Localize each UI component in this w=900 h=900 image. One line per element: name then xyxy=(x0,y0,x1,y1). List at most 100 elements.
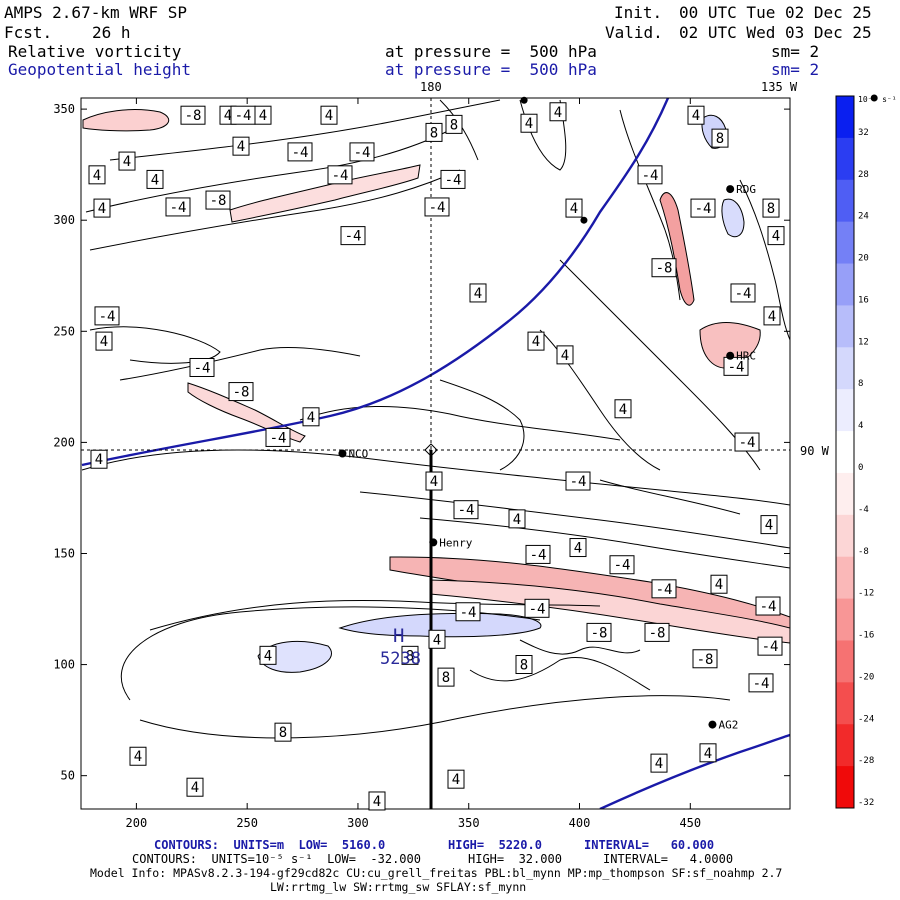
negative-vorticity-band xyxy=(699,322,761,369)
contour-label-value: 8 xyxy=(430,125,438,141)
reference-lines xyxy=(81,98,790,809)
contour-label-value: 4 xyxy=(561,348,569,364)
contour-label-value: -8 xyxy=(233,385,250,401)
vorticity-contour-line xyxy=(109,99,501,161)
vorticity-shading xyxy=(82,109,790,673)
colorbar-swatch xyxy=(836,221,854,265)
contour-label: 4 xyxy=(767,226,785,246)
contour-label-box xyxy=(93,198,111,218)
colorbar-swatch xyxy=(836,682,854,725)
contour-label-value: 8 xyxy=(767,201,775,217)
contour-label-value: -4 xyxy=(762,639,779,655)
colorbar-swatch xyxy=(836,472,854,516)
x-axis: 200 250 300 350 400 450 xyxy=(126,98,701,830)
vorticity-contour-line xyxy=(81,449,790,506)
x-tick-label: 250 xyxy=(236,816,258,830)
colorbar-tick-label: 0 xyxy=(858,463,863,473)
contour-label-box xyxy=(424,197,450,217)
colorbar-swatch xyxy=(836,640,854,683)
negative-vorticity-band xyxy=(659,192,695,306)
contour-label-box xyxy=(760,515,778,535)
contour-label-box xyxy=(524,598,550,618)
contour-label: -4 xyxy=(524,598,550,618)
contour-label: 8 xyxy=(401,645,419,665)
contour-label: 8 xyxy=(445,114,463,134)
contour-label-box xyxy=(118,151,136,171)
colorbar-tick-label: 16 xyxy=(858,295,869,305)
contour-label: 4 xyxy=(520,113,538,133)
contour-label: 4 xyxy=(129,746,147,766)
contour-label-value: 4 xyxy=(619,402,627,418)
colorbar-tick-label: 8 xyxy=(858,379,863,389)
contour-label-box xyxy=(455,602,481,622)
contour-label-value: -8 xyxy=(185,108,202,124)
contour-label-box xyxy=(401,645,419,665)
footer-physics-info: LW:rrtmg_lw SW:rrtmg_sw SFLAY:sf_mynn xyxy=(270,880,527,894)
contour-label-value: 4 xyxy=(98,201,106,217)
contour-label-box xyxy=(508,509,526,529)
contour-label-box xyxy=(525,544,551,564)
colorbar-tick-label: -16 xyxy=(858,631,874,641)
contour-label-box xyxy=(205,190,231,210)
contour-label-box xyxy=(287,142,313,162)
contour-label-box xyxy=(259,645,277,665)
colorbar-swatch xyxy=(836,724,854,767)
contour-label: -4 xyxy=(94,306,120,326)
contour-label-box xyxy=(425,122,443,142)
contour-label-value: 4 xyxy=(574,541,582,557)
vorticity-contour-line xyxy=(519,639,641,655)
contour-label-value: 8 xyxy=(716,131,724,147)
contour-label-value: -4 xyxy=(354,145,371,161)
contour-label: 4 xyxy=(254,105,272,125)
contour-label: -8 xyxy=(692,649,718,669)
contour-label: 4 xyxy=(549,102,567,122)
contour-label: -8 xyxy=(180,105,206,125)
fcst-value: 26 h xyxy=(92,23,131,42)
x-tick-label: 400 xyxy=(569,816,591,830)
contour-label: 4 xyxy=(118,151,136,171)
contour-label-value: 4 xyxy=(768,309,776,325)
contour-label-box xyxy=(651,579,677,599)
contour-label-box xyxy=(644,622,670,642)
contour-label-value: 4 xyxy=(433,632,441,648)
contour-label: 4 xyxy=(88,165,106,185)
contour-label-box xyxy=(265,427,291,447)
x-tick-label: 200 xyxy=(126,816,148,830)
footer-model-info: Model Info: MPASv8.2.3-194-gf29cd82c CU:… xyxy=(90,866,783,880)
colorbar-swatch xyxy=(836,179,854,223)
fcst-label: Fcst. xyxy=(4,23,53,42)
contour-label-box xyxy=(748,673,774,693)
y-tick-label: 150 xyxy=(53,546,75,560)
contour-label: 4 xyxy=(186,777,204,797)
contour-label-box xyxy=(129,746,147,766)
contour-label-box xyxy=(710,574,728,594)
contour-label-box xyxy=(186,777,204,797)
contour-label-box xyxy=(349,142,375,162)
contour-label-box xyxy=(95,331,113,351)
contour-label: 4 xyxy=(763,306,781,326)
contour-label: 4 xyxy=(93,198,111,218)
contour-label-box xyxy=(180,105,206,125)
valid-value: 02 UTC Wed 03 Dec 25 xyxy=(679,23,872,42)
contour-label-box xyxy=(569,538,587,558)
contour-label: 4 xyxy=(710,574,728,594)
contour-label: 4 xyxy=(259,645,277,665)
vorticity-contour-labels: -8 4 -4 4 48 484 484 -4 -444 -4 -44-8-44 -4 4-4-4 8-4… xyxy=(88,102,785,811)
contour-label: 4 xyxy=(508,509,526,529)
x-tick-label: 450 xyxy=(679,816,701,830)
contour-label: -4 xyxy=(424,197,450,217)
x-tick-label: 350 xyxy=(458,816,480,830)
negative-vorticity-band xyxy=(229,164,421,223)
contour-label: -4 xyxy=(340,226,366,246)
colorbar-tick-label: -32 xyxy=(858,798,874,808)
contour-label-value: 8 xyxy=(442,670,450,686)
contour-label-value: 4 xyxy=(100,334,108,350)
contour-label: 4 xyxy=(469,283,487,303)
contour-label-box xyxy=(440,169,466,189)
field1-pressure: at pressure = 500 hPa xyxy=(385,42,597,61)
contour-label-box xyxy=(690,198,716,218)
contour-label-value: 8 xyxy=(450,117,458,133)
vorticity-contour-line xyxy=(149,599,601,631)
footer-line1-interval: INTERVAL= 60.000 xyxy=(584,838,715,852)
contour-label-box xyxy=(734,432,760,452)
